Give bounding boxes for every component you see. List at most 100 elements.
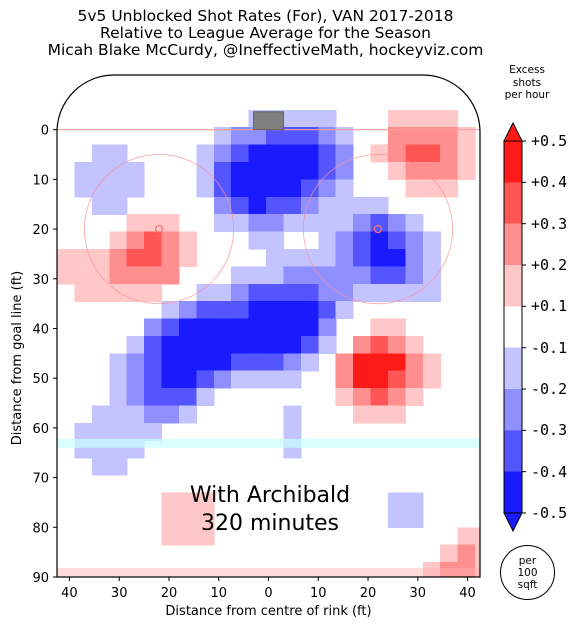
heat-cell	[248, 144, 267, 163]
heat-cell	[213, 335, 232, 354]
heat-cell	[387, 109, 406, 128]
heat-cell	[178, 405, 197, 424]
heat-cell	[109, 388, 128, 407]
heat-cell	[248, 196, 267, 215]
heat-cell	[405, 509, 424, 528]
heat-cell	[74, 422, 93, 441]
heat-cell	[422, 179, 441, 198]
heat-cell	[126, 370, 145, 389]
heat-cell	[283, 144, 302, 163]
heat-cell	[161, 405, 180, 424]
x-tick-label: 40	[459, 586, 476, 601]
heat-cell	[161, 318, 180, 337]
heat-cell	[213, 370, 232, 389]
heat-cell	[457, 144, 476, 163]
heat-cell	[266, 266, 284, 285]
y-tick-label: 10	[32, 173, 49, 188]
heat-cell	[440, 127, 459, 146]
heat-cell	[283, 405, 302, 424]
colorbar-segment	[504, 389, 522, 431]
heat-cell	[126, 353, 145, 372]
heat-cell	[266, 283, 284, 302]
heat-cell	[300, 214, 319, 233]
heat-cell	[405, 231, 424, 250]
heat-cell	[213, 196, 232, 215]
heat-cell	[300, 353, 319, 372]
heat-cell	[266, 335, 284, 354]
heat-cell	[266, 196, 284, 215]
heat-cell	[387, 144, 406, 163]
heat-cell	[178, 370, 197, 389]
heat-cell	[300, 283, 319, 302]
heat-cell	[300, 318, 319, 337]
heat-cell	[353, 405, 372, 424]
heat-cell	[178, 318, 197, 337]
colorbar-title-line: shots	[512, 76, 542, 89]
heat-cell	[457, 162, 476, 180]
x-tick-label: 20	[161, 586, 178, 601]
heat-cell	[126, 283, 145, 302]
heat-cell	[283, 335, 302, 354]
heat-cell	[370, 283, 389, 302]
heat-cell	[422, 283, 441, 302]
heat-cell	[335, 162, 354, 180]
heat-cell	[422, 353, 441, 372]
heat-cell	[283, 370, 302, 389]
heat-cell	[213, 214, 232, 233]
heat-cell	[335, 388, 354, 407]
heat-cell	[318, 318, 337, 337]
heat-cell	[57, 249, 75, 267]
heat-cell	[266, 353, 284, 372]
heat-cell	[248, 318, 267, 337]
colorbar-segment	[504, 430, 522, 473]
colorbar-tick-label: -0.5	[531, 504, 568, 522]
heat-cell	[405, 214, 424, 233]
heat-cell	[335, 144, 354, 163]
heat-cell	[231, 179, 250, 198]
heat-cell	[74, 162, 93, 180]
heat-cell	[387, 283, 406, 302]
y-tick-label: 20	[32, 223, 49, 238]
heat-cell	[387, 509, 406, 528]
heat-cell	[300, 335, 319, 354]
heat-cell	[231, 283, 250, 302]
heat-cell	[318, 109, 337, 128]
faceoff-dot	[373, 224, 383, 234]
heat-cell	[213, 162, 232, 180]
heat-cell	[318, 144, 337, 163]
heat-cell	[318, 266, 337, 285]
heat-cell	[213, 179, 232, 198]
heat-cell	[109, 353, 128, 372]
heat-cell	[387, 162, 406, 180]
heat-cell	[266, 127, 284, 146]
heat-cell	[300, 162, 319, 180]
chart-title-line-2: Relative to League Average for the Seaso…	[100, 24, 431, 42]
heat-cell	[353, 249, 372, 267]
heat-cell	[126, 162, 145, 180]
heat-cell	[196, 318, 215, 337]
heat-cell	[440, 562, 459, 577]
heat-cell	[231, 370, 250, 389]
heat-cell	[405, 162, 424, 180]
heat-cell	[475, 544, 480, 563]
heat-cell	[440, 179, 459, 198]
heat-cell	[74, 266, 93, 285]
heat-cell	[318, 231, 337, 250]
heat-cell	[109, 457, 128, 476]
heat-cell	[370, 335, 389, 354]
heat-cell	[422, 162, 441, 180]
centre-line	[57, 568, 480, 577]
heat-cell	[74, 283, 93, 302]
heat-cell	[405, 492, 424, 511]
heat-cell	[318, 214, 337, 233]
y-tick-label: 40	[32, 322, 49, 337]
colorbar	[503, 121, 526, 533]
heat-cell	[422, 562, 441, 577]
heat-cell	[231, 144, 250, 163]
heat-cell	[109, 405, 128, 424]
heat-cell	[178, 353, 197, 372]
heat-cell	[196, 370, 215, 389]
heat-cell	[196, 353, 215, 372]
heat-cell	[178, 509, 197, 528]
